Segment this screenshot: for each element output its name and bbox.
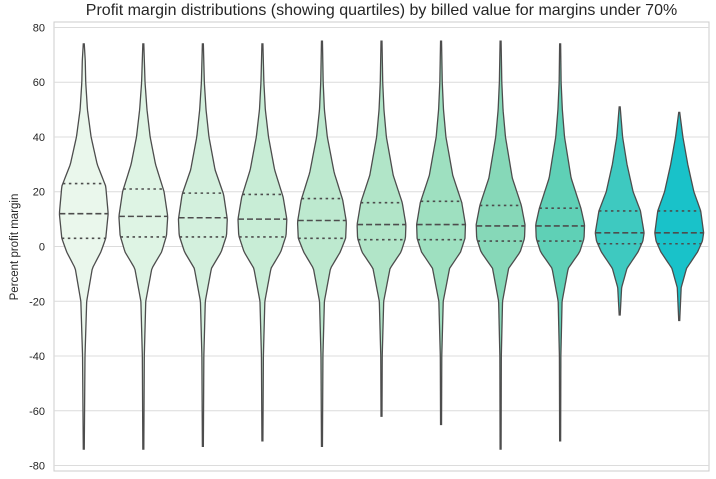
violin-8 — [475, 40, 526, 450]
violin-body — [415, 40, 467, 426]
violin-10 — [594, 106, 645, 316]
violin-2 — [118, 43, 169, 450]
violin-body — [177, 43, 228, 448]
y-tick-label: 60 — [33, 77, 45, 89]
violin-1 — [58, 43, 109, 450]
violins — [58, 40, 705, 450]
violin-4 — [237, 43, 288, 442]
y-tick-label: 80 — [33, 22, 45, 34]
y-axis-label: Percent profit margin — [9, 194, 21, 301]
y-tick-label: 40 — [33, 132, 45, 144]
violin-3 — [177, 43, 228, 448]
y-tick-label: 0 — [39, 242, 45, 254]
violin-7 — [415, 40, 467, 426]
y-tick-label: -20 — [29, 296, 45, 308]
violin-body — [118, 43, 169, 450]
y-tick-label: 20 — [33, 187, 45, 199]
y-tick-label: -60 — [29, 406, 45, 418]
violin-body — [654, 111, 705, 322]
chart-title: Profit margin distributions (showing qua… — [85, 2, 678, 19]
y-tick-label: -80 — [29, 461, 45, 473]
violin-body — [475, 40, 526, 450]
violin-11 — [654, 111, 705, 322]
violin-body — [356, 40, 407, 417]
y-tick-labels: 80 60 40 20 0 -20 -40 -60 -80 — [29, 22, 45, 472]
violin-body — [535, 43, 586, 442]
y-tick-label: -40 — [29, 351, 45, 363]
violin-body — [237, 43, 288, 442]
violin-6 — [356, 40, 407, 417]
violin-body — [594, 106, 645, 316]
violin-9 — [535, 43, 586, 442]
violin-body — [296, 40, 347, 448]
violin-body — [58, 43, 109, 450]
violin-5 — [296, 40, 347, 448]
